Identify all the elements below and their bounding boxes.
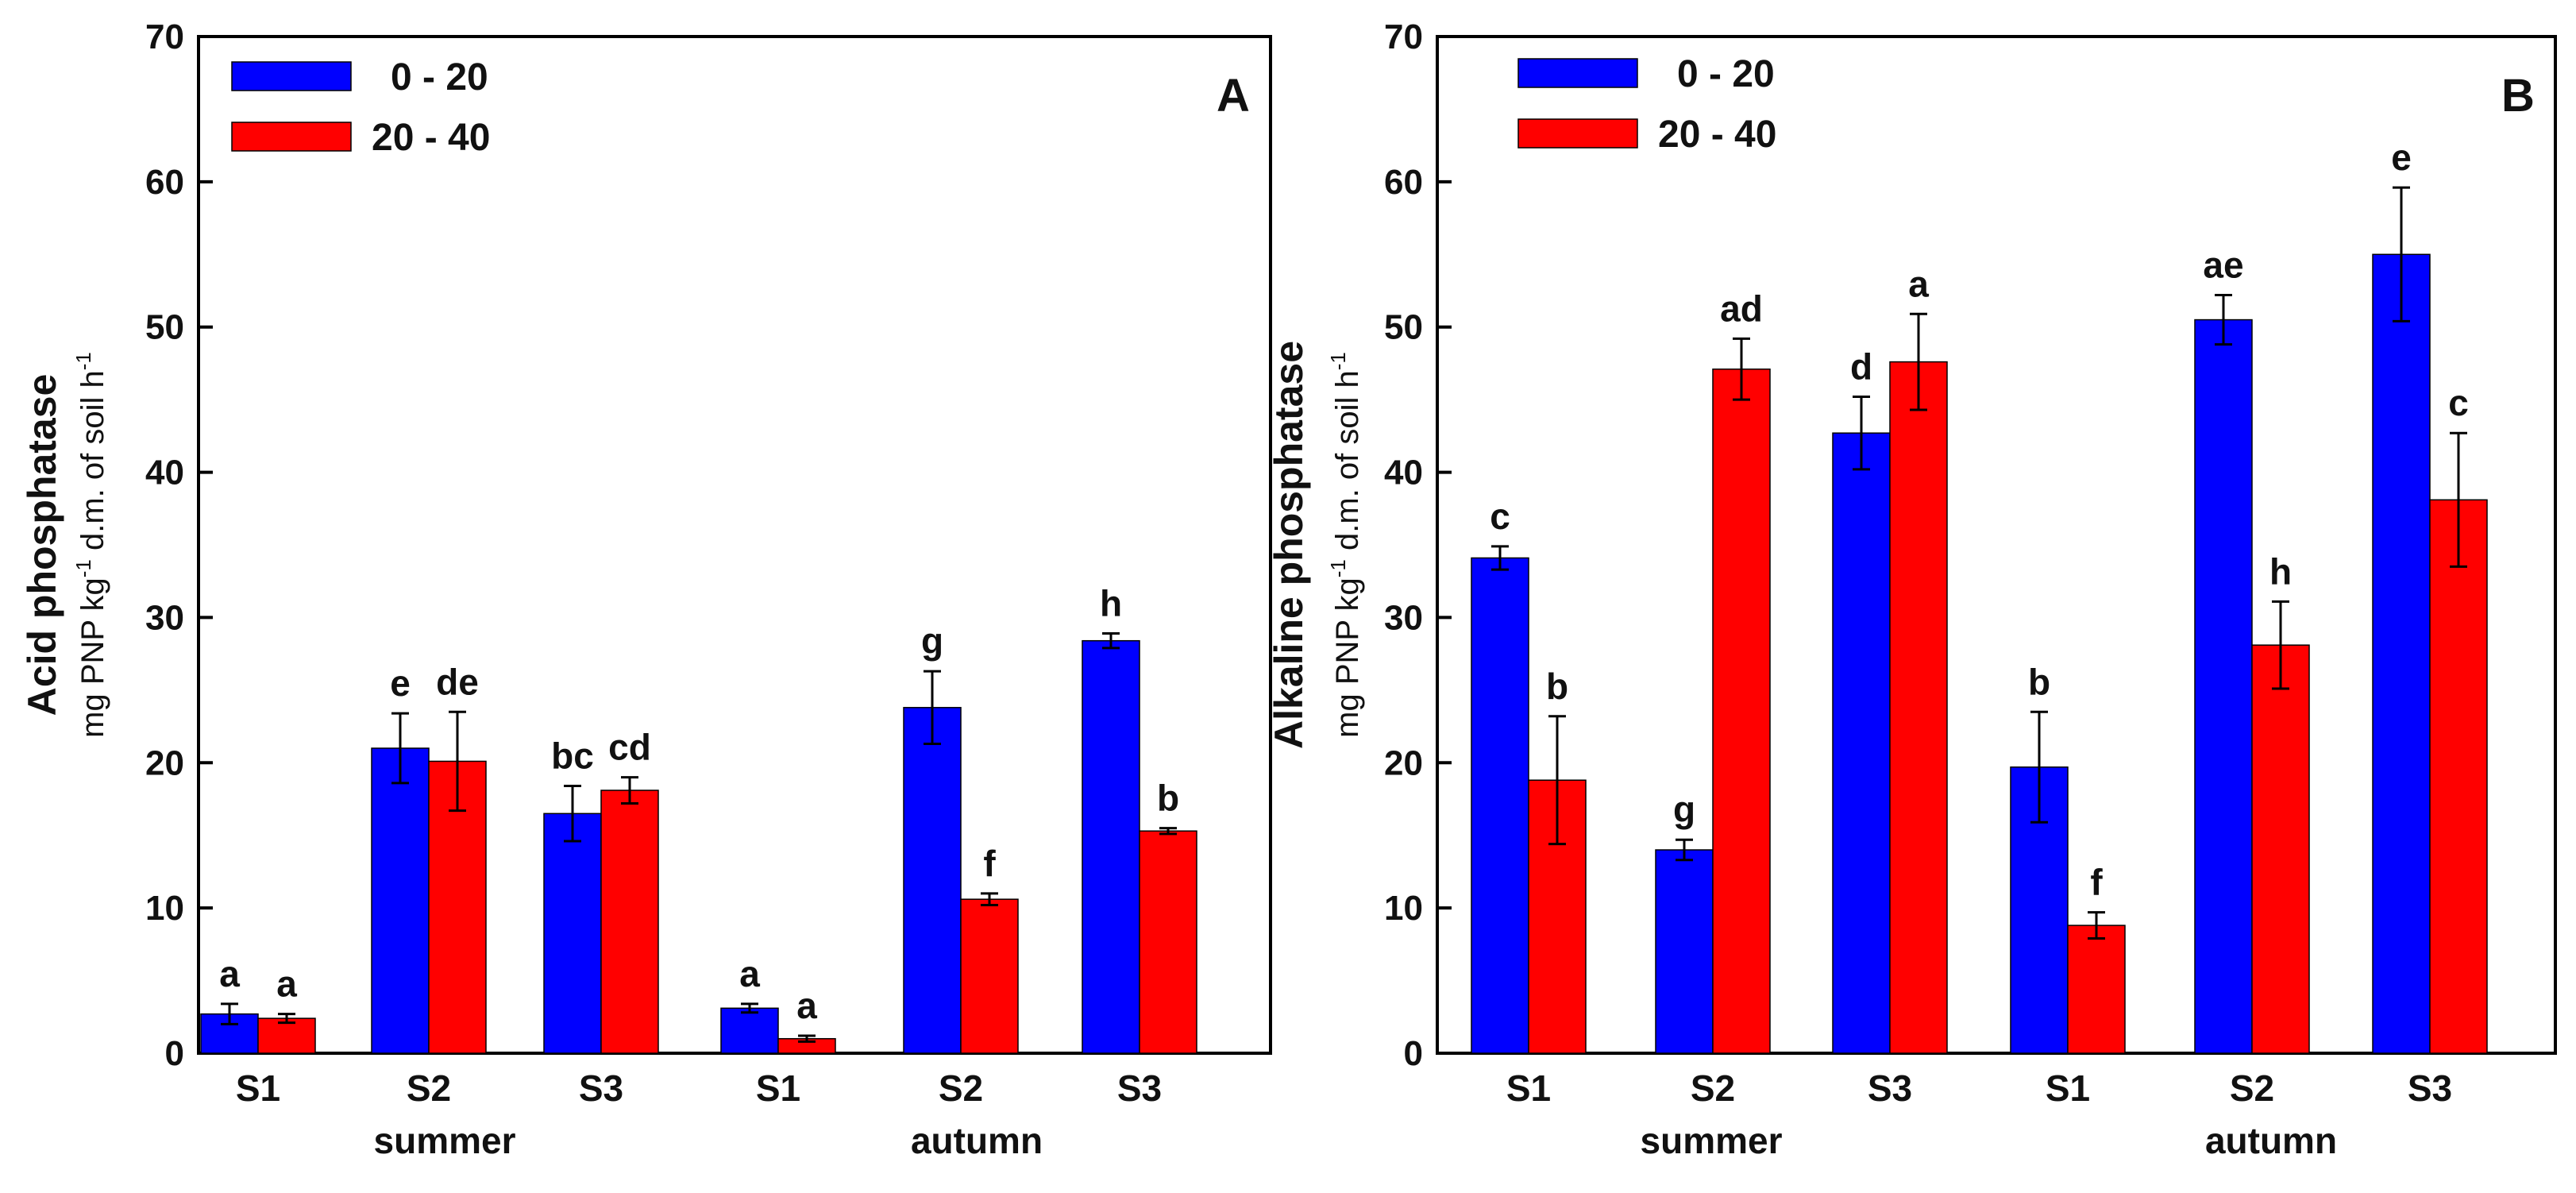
panel-b-y-tick-label: 10 [1384,889,1423,928]
panel-a-y-axis-title: Acid phosphatase [20,374,64,716]
panel-a-bar-20-40 [1139,830,1197,1054]
panel-a-bar-20-40 [257,1017,316,1054]
panel-b-y-axis-title: Alkaline phosphatase [1267,341,1311,749]
panel-b-season-label: autumn [2205,1120,2337,1161]
panel-a-legend-label: 0 - 20 [391,56,488,98]
panel-a-significance-letter: a [796,985,817,1026]
panel-a-acid-phosphatase: 0 10 20 30 40 50 60 70 S1 S2 S3 S1 S2 S3 summer autumn a… [20,17,1272,1161]
panel-b-legend-swatch [1517,58,1638,88]
panel-b-bar-20-40 [2251,644,2310,1054]
panel-a-y-tick-label: 40 [145,454,184,492]
panel-a-bar-0-20 [371,747,430,1054]
panel-a-season-label: summer [374,1120,516,1161]
panel-b-legend-label: 0 - 20 [1677,53,1775,95]
panel-b-category-label: S1 [1506,1068,1551,1109]
panel-b-category-label: S3 [1868,1068,1912,1109]
panel-b-y-tick-label: 70 [1384,17,1423,56]
panel-a-category-label: S2 [939,1068,983,1109]
panel-a-bar-0-20 [1082,639,1140,1054]
panel-a-y-tick-label: 10 [145,889,184,928]
panel-b-category-label: S1 [2046,1068,2090,1109]
panel-a-bar-0-20 [720,1007,779,1054]
panel-b-y-tick-label: 30 [1384,598,1423,637]
panel-b-significance-letter: c [1490,496,1510,537]
panel-a-significance-letter: e [390,662,411,704]
panel-a-bar-0-20 [903,707,962,1054]
panel-a-bar-20-40 [600,790,659,1054]
panel-b-y-axis-unit: mg PNP kg-1 d.m. of soil h-1 [1326,352,1365,738]
panel-a-significance-letter: g [921,620,943,662]
panel-b-plot-frame [1436,35,2557,1055]
panel-b-significance-letter: a [1908,263,1929,304]
panel-b-category-label: S2 [2230,1068,2274,1109]
panel-a-bar-0-20 [543,813,602,1054]
panel-b-legend-label: 20 - 40 [1658,114,1776,156]
panel-b-significance-letter: h [2269,550,2292,592]
panel-b-y-tick-label: 0 [1404,1034,1423,1073]
panel-a-y-tick-label: 70 [145,17,184,56]
panel-a-legend-swatch [231,61,352,91]
panel-a-season-label: autumn [911,1120,1043,1161]
panel-b-category-label: S2 [1691,1068,1735,1109]
panel-b-bar-0-20 [2194,319,2253,1054]
panel-a-legend-label: 20 - 40 [372,117,490,159]
panel-b-significance-letter: g [1673,789,1695,830]
panel-a-significance-letter: b [1157,778,1179,819]
panel-a-y-tick-label: 20 [145,743,184,782]
panel-b-bar-0-20 [1832,432,1891,1054]
panel-b-bar-0-20 [1471,557,1529,1054]
panel-a-significance-letter: a [739,953,760,994]
panel-a-y-tick-label: 0 [165,1034,184,1073]
panel-b-significance-letter: e [2391,137,2412,178]
panel-b-significance-letter: c [2448,382,2469,423]
panel-a-y-tick-label: 60 [145,163,184,202]
panel-b-significance-letter: ae [2203,244,2243,285]
panel-b-bar-20-40 [1889,361,1948,1054]
panel-b-bar-0-20 [2372,253,2431,1054]
panel-b-significance-letter: b [1546,666,1568,707]
panel-a-significance-letter: cd [608,727,651,768]
panel-a-significance-letter: de [436,661,479,702]
panel-a-panel-letter: A [1217,70,1250,122]
panel-a-significance-letter: f [983,843,996,884]
panel-b-significance-letter: d [1850,346,1872,387]
panel-a-significance-letter: h [1100,583,1122,624]
panel-b-legend-swatch [1517,118,1638,149]
panel-a-y-axis-unit: mg PNP kg-1 d.m. of soil h-1 [71,352,110,738]
panel-b-bar-20-40 [1712,368,1771,1054]
panel-a-significance-letter: a [276,963,297,1005]
panel-a-category-label: S3 [579,1068,623,1109]
panel-b-y-tick-label: 20 [1384,743,1423,782]
panel-b-significance-letter: f [2090,862,2103,903]
panel-a-category-label: S1 [756,1068,800,1109]
panel-a-category-label: S1 [236,1068,280,1109]
panel-b-significance-letter: ad [1720,288,1763,329]
panel-b-season-label: summer [1641,1120,1783,1161]
panel-b-category-label: S3 [2408,1068,2452,1109]
panel-b-y-tick-label: 50 [1384,308,1423,347]
panel-b-significance-letter: b [2028,661,2050,702]
panel-b-bar-20-40 [2429,499,2488,1054]
panel-b-y-tick-label: 40 [1384,454,1423,492]
panel-a-significance-letter: a [219,953,240,994]
panel-b-panel-letter: B [2501,70,2535,122]
panel-a-y-tick-label: 50 [145,308,184,347]
panel-b-y-tick-label: 60 [1384,163,1423,202]
panel-b-bar-20-40 [2067,925,2126,1054]
panel-a-y-tick-label: 30 [145,598,184,637]
panel-b-bar-0-20 [1655,849,1714,1054]
panel-a-category-label: S2 [407,1068,451,1109]
panel-b-alkaline-phosphatase: 0 10 20 30 40 50 60 70 S1 S2 S3 S1 S2 S3 summer autumn c… [1267,17,2557,1161]
panel-a-legend-swatch [231,122,352,152]
panel-a-significance-letter: bc [551,735,594,777]
panel-a-category-label: S3 [1117,1068,1162,1109]
panel-a-bar-20-40 [960,898,1019,1054]
